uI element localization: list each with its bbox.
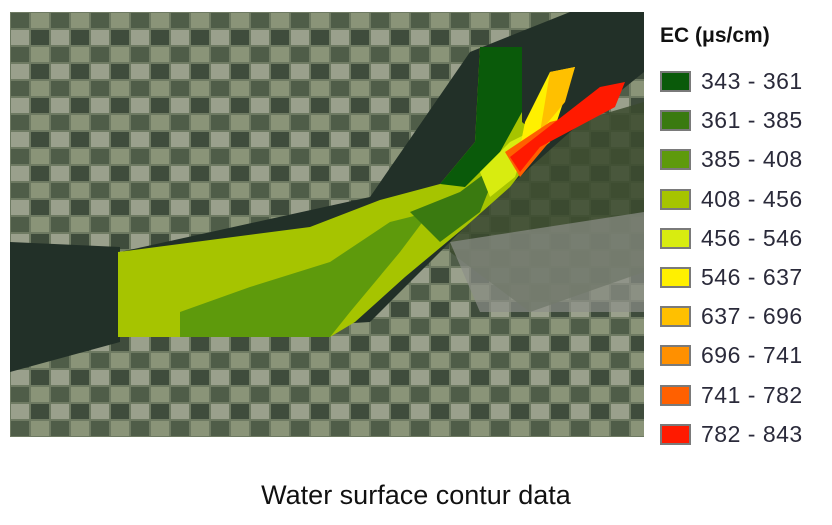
legend-item: 696 - 741 (660, 336, 803, 375)
legend-label: 408 - 456 (701, 185, 803, 212)
legend-label: 456 - 546 (701, 224, 803, 251)
legend-item: 456 - 546 (660, 219, 803, 258)
legend-swatch (660, 188, 691, 210)
legend-swatch (660, 423, 691, 445)
legend-swatch (660, 227, 691, 249)
legend-swatch (660, 149, 691, 171)
satellite-map (10, 12, 644, 437)
legend-label: 361 - 385 (701, 107, 803, 134)
legend-swatch (660, 306, 691, 328)
legend: EC (μs/cm) 343 - 361 361 - 385 385 - 408 40… (660, 24, 803, 454)
legend-swatch (660, 384, 691, 406)
legend-swatch (660, 345, 691, 367)
contour-343-361 (440, 47, 522, 187)
legend-label: 782 - 843 (701, 420, 803, 447)
contour-637-696 (540, 67, 575, 132)
legend-item: 782 - 843 (660, 415, 803, 454)
legend-title: EC (μs/cm) (660, 24, 770, 47)
ec-contours (118, 47, 625, 337)
legend-label: 546 - 637 (701, 264, 803, 291)
legend-item: 343 - 361 (660, 62, 803, 101)
legend-item: 408 - 456 (660, 180, 803, 219)
legend-label: 343 - 361 (701, 68, 803, 95)
town-area (450, 212, 644, 312)
legend-label: 385 - 408 (701, 146, 803, 173)
contour-361-385 (410, 162, 500, 242)
legend-label: 741 - 782 (701, 381, 803, 408)
contour-408-456 (118, 47, 545, 337)
legend-swatch (660, 267, 691, 289)
legend-label: 696 - 741 (701, 342, 803, 369)
legend-swatch (660, 71, 691, 93)
contour-385-408 (180, 212, 430, 337)
contour-782-843 (510, 82, 625, 172)
legend-swatch (660, 110, 691, 132)
legend-item: 385 - 408 (660, 140, 803, 179)
caption: Water surface contur data (261, 480, 571, 510)
legend-item: 546 - 637 (660, 258, 803, 297)
legend-item: 741 - 782 (660, 376, 803, 415)
legend-item: 361 - 385 (660, 101, 803, 140)
legend-label: 637 - 696 (701, 303, 803, 330)
legend-item: 637 - 696 (660, 297, 803, 336)
